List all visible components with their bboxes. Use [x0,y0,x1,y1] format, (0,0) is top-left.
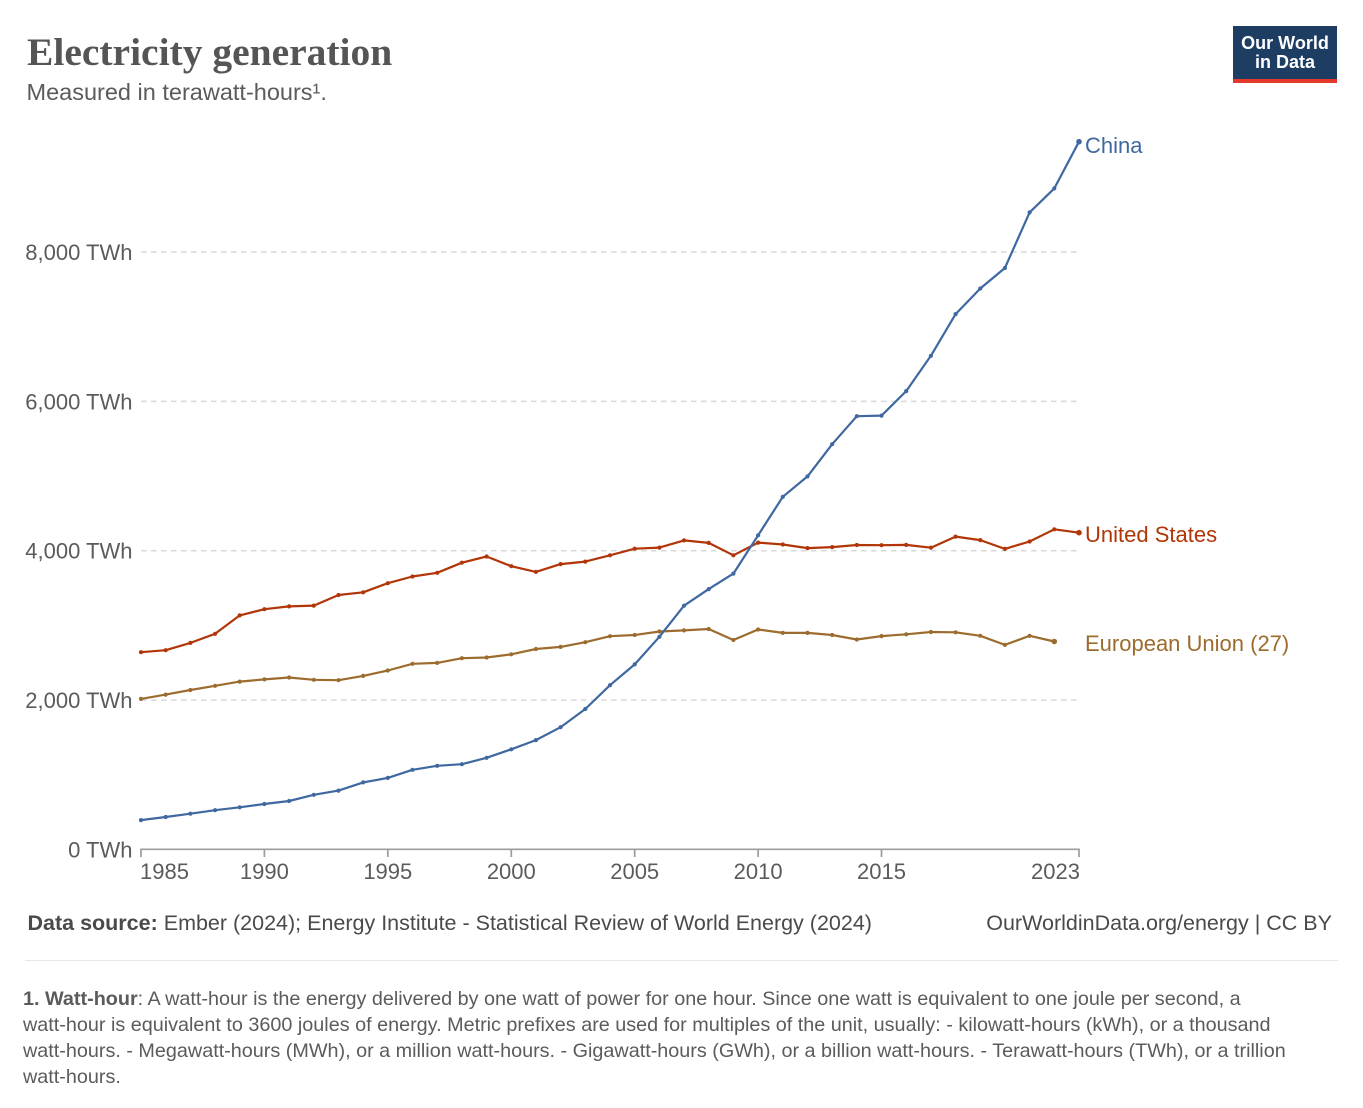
svg-text:2015: 2015 [857,859,906,884]
svg-text:1990: 1990 [240,859,289,884]
svg-text:1995: 1995 [363,859,412,884]
svg-text:2,000 TWh: 2,000 TWh [25,688,132,713]
svg-text:8,000 TWh: 8,000 TWh [25,240,132,265]
svg-text:European Union (27): European Union (27) [1085,631,1289,656]
svg-text:2023: 2023 [1031,859,1080,884]
svg-text:0 TWh: 0 TWh [68,837,132,862]
svg-text:2010: 2010 [734,859,783,884]
svg-text:2005: 2005 [610,859,659,884]
svg-text:United States: United States [1085,522,1217,547]
svg-text:4,000 TWh: 4,000 TWh [25,539,132,564]
svg-text:China: China [1085,133,1143,158]
svg-text:1985: 1985 [140,859,189,884]
svg-text:6,000 TWh: 6,000 TWh [25,389,132,414]
svg-text:2000: 2000 [487,859,536,884]
